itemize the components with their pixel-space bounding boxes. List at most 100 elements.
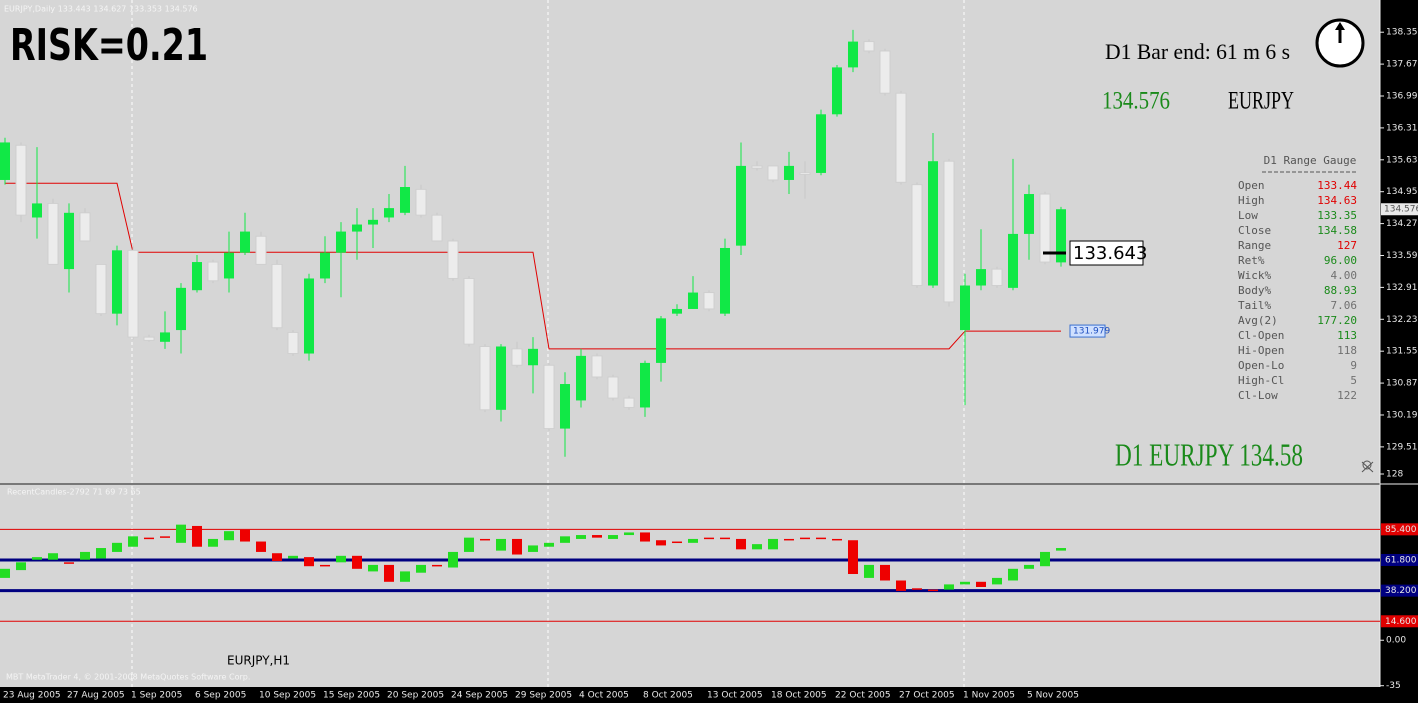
candle-body (911, 184, 923, 287)
gauge-row-label: Avg(2) (1238, 314, 1278, 327)
candle-body (736, 165, 746, 246)
candle-body (240, 529, 250, 542)
candle-body (880, 564, 890, 581)
level-step-line (5, 182, 1061, 350)
candle-body (720, 537, 730, 540)
candle-body (800, 537, 810, 540)
candle-body (32, 557, 42, 560)
price-label: 134.576 (1102, 88, 1170, 115)
candle-body (479, 345, 491, 411)
gauge-row-label: High (1238, 194, 1265, 207)
candle-body (623, 397, 635, 408)
main-panel (0, 0, 1380, 483)
candle-body (432, 564, 442, 567)
candle-body (912, 588, 922, 590)
candle-body (320, 252, 330, 279)
y-tick-label: 130.87 (1386, 379, 1418, 389)
candle-body (320, 564, 330, 567)
gauge-row-value: 7.06 (1331, 299, 1358, 312)
candle-body (544, 542, 554, 547)
candle-body (991, 268, 1003, 287)
candle-body (224, 531, 234, 541)
gauge-row-label: Range (1238, 239, 1271, 252)
candle-body (896, 580, 906, 591)
candle-body (1008, 568, 1018, 581)
gauge-title: D1 Range Gauge (1264, 154, 1357, 167)
candle-body (768, 538, 778, 550)
x-tick-label: 1 Nov 2005 (963, 691, 1015, 701)
candle-body (447, 240, 459, 279)
y-tick-label: 136.31 (1386, 123, 1418, 133)
gauge-row-label: Tail% (1238, 299, 1271, 312)
candle-body (352, 555, 362, 569)
footer: MBT MetaTrader 4, © 2001-2008 MetaQuotes… (6, 673, 250, 682)
candle-body (0, 568, 10, 578)
candle-body (576, 355, 586, 401)
candle-body (960, 285, 970, 331)
level-box (1381, 615, 1418, 628)
gauge-row-value: 122 (1337, 389, 1357, 402)
candle-body (848, 41, 858, 68)
gauge-row-value: 133.44 (1317, 179, 1357, 192)
candle-body (416, 564, 426, 573)
candle-body (448, 551, 458, 568)
candle-body (895, 92, 907, 183)
candle-body (543, 364, 555, 430)
candle-body (208, 538, 218, 547)
candle-body (0, 142, 10, 180)
candle-body (576, 535, 586, 539)
gauge-row-label: Open-Lo (1238, 359, 1284, 372)
candle-body (256, 541, 266, 552)
candle-body (336, 231, 346, 253)
x-tick-label: 24 Sep 2005 (451, 691, 508, 701)
candle-body (47, 202, 59, 265)
candle-body (224, 252, 234, 279)
candle-body (400, 187, 410, 213)
candle-body (560, 536, 570, 543)
candle-body (192, 525, 202, 547)
candle-body (512, 538, 522, 555)
candle-body (511, 348, 523, 366)
indicator-panel (0, 485, 1380, 687)
gauge-row-label: Cl-Open (1238, 329, 1284, 342)
gauge-row-value: 4.00 (1331, 269, 1358, 282)
candle-body (943, 160, 955, 303)
current-price-box (1381, 203, 1418, 216)
candle-body (80, 551, 90, 560)
candle-body (751, 165, 763, 169)
candle-body (480, 538, 490, 541)
candle-body (64, 562, 74, 564)
candle-body (144, 537, 154, 540)
y-tick-label: 130.19 (1386, 410, 1418, 420)
line-label-box (1069, 324, 1106, 338)
bar-end-label: D1 Bar end: 61 m 6 s (1105, 39, 1290, 64)
marker-label: 133.643 (1073, 243, 1147, 264)
candle-body (816, 537, 826, 540)
candle-body (591, 355, 603, 378)
candle-body (640, 532, 650, 542)
y-tick-label: 132.23 (1386, 315, 1418, 325)
gauge-row-value: 88.93 (1324, 284, 1357, 297)
candle-body (1039, 193, 1051, 263)
candle-body (464, 537, 474, 552)
candle-body (240, 231, 250, 253)
y-tick-label: 134.27 (1386, 219, 1418, 229)
y-tick-label: 138.35 (1386, 28, 1418, 38)
level-box (1381, 584, 1418, 597)
candle-body (288, 555, 298, 559)
candle-body (848, 540, 858, 575)
candle-body (415, 188, 427, 216)
candle-body (672, 308, 682, 314)
candle-body (864, 564, 874, 578)
candle-body (96, 548, 106, 559)
x-tick-label: 1 Sep 2005 (131, 691, 182, 701)
candle-body (176, 524, 186, 543)
candle-body (431, 214, 443, 242)
y-tick-label: 132.91 (1386, 283, 1418, 293)
candle-body (48, 553, 58, 560)
candle-body (304, 557, 314, 567)
candle-body (703, 292, 715, 310)
x-tick-label: 27 Oct 2005 (899, 691, 955, 701)
candle-body (816, 114, 826, 173)
gauge-row-label: Wick% (1238, 269, 1271, 282)
